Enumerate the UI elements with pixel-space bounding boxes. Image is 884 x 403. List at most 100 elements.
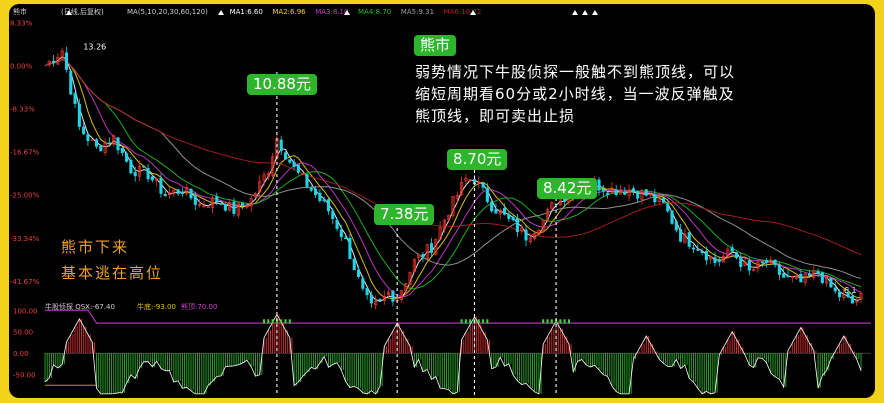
osc-peak-marker xyxy=(284,319,287,324)
candle-body xyxy=(103,142,107,154)
header-marker xyxy=(592,10,598,15)
candle-body xyxy=(305,173,309,187)
candle-body xyxy=(468,179,472,181)
candle-body xyxy=(129,160,133,174)
candle-body xyxy=(816,271,820,274)
candle-body xyxy=(786,275,790,278)
osc-title: 牛股侦探 QSX:-67.40 xyxy=(45,302,115,311)
candle-body xyxy=(399,290,404,300)
candle-body xyxy=(77,103,81,127)
candle-body xyxy=(64,52,69,70)
candle-body xyxy=(137,165,142,177)
header-marker xyxy=(470,10,476,15)
candle-body xyxy=(627,189,631,197)
candle-body xyxy=(649,193,653,196)
candle-body xyxy=(185,187,189,194)
candle-body xyxy=(202,205,206,208)
candle-body xyxy=(425,244,429,260)
candle-body xyxy=(704,251,708,261)
candlestick-chart: 熊市 (日线,后复权) MA(5,10,20,30,60,120) MA1:6.60 M… xyxy=(10,7,871,396)
candle-body xyxy=(219,203,223,205)
candle-body xyxy=(820,272,824,283)
candle-body xyxy=(709,256,713,260)
candle-body xyxy=(442,219,446,230)
header-marker xyxy=(572,10,578,15)
candle-body xyxy=(438,226,442,241)
candle-body xyxy=(236,202,240,216)
osc-peak-marker xyxy=(464,319,467,324)
candle-body xyxy=(726,248,730,258)
candle-body xyxy=(855,300,859,303)
candle-body xyxy=(86,134,90,141)
candle-body xyxy=(846,292,850,298)
candle-body xyxy=(417,254,421,259)
osc-peak-marker xyxy=(555,319,558,324)
candle-body xyxy=(146,168,150,180)
note-line-1: 弱势情况下牛股侦探一般触不到熊顶线，可以 xyxy=(415,63,736,81)
candle-body xyxy=(657,196,661,203)
candle-body xyxy=(773,259,777,266)
note-line-2: 缩短周期看60分或2小时线，当一波反弹触及 xyxy=(415,85,735,103)
candle-body xyxy=(387,291,391,296)
candle-body xyxy=(777,264,781,275)
candle-body xyxy=(172,189,176,194)
candle-body xyxy=(382,295,386,301)
candle-body xyxy=(378,299,382,301)
osc-peak-marker xyxy=(267,319,270,324)
candle-body xyxy=(283,152,288,160)
candle-body xyxy=(90,139,94,141)
ma-label: MA2:6.96 xyxy=(272,8,306,16)
osc-peak-marker xyxy=(486,319,489,324)
candle-body xyxy=(545,209,550,221)
candle-body xyxy=(335,219,339,229)
candle-body xyxy=(795,275,799,279)
candle-body xyxy=(520,227,524,231)
candle-body xyxy=(125,153,129,162)
osc-y-tick: 100.00 xyxy=(13,307,38,315)
candle-body xyxy=(739,256,743,267)
candle-body xyxy=(464,177,468,182)
candle-body xyxy=(266,173,270,178)
candle-body xyxy=(494,208,498,214)
candle-body xyxy=(636,190,640,199)
candle-body xyxy=(679,229,683,242)
header-marker xyxy=(344,10,350,15)
candle-body xyxy=(99,145,103,152)
note-line-3: 熊顶线，即可卖出止损 xyxy=(415,107,576,125)
candle-body xyxy=(258,180,262,193)
candle-body xyxy=(116,137,120,151)
candle-body xyxy=(279,139,283,152)
y-tick-label: -25.00% xyxy=(10,192,40,200)
candle-body xyxy=(391,290,395,302)
candle-body xyxy=(365,287,369,296)
candle-body xyxy=(331,210,335,220)
osc-peak-marker xyxy=(563,319,566,324)
ma-label: MA(5,10,20,30,60,120) xyxy=(127,8,208,16)
candle-body xyxy=(606,192,610,195)
candle-body xyxy=(318,192,322,201)
candle-body xyxy=(309,187,313,191)
candle-body xyxy=(339,229,343,238)
candle-body xyxy=(747,260,751,271)
candle-body xyxy=(288,159,292,163)
candle-body xyxy=(717,260,721,262)
candle-body xyxy=(640,189,644,200)
candle-body xyxy=(314,188,318,196)
candle-body xyxy=(477,181,481,184)
candle-body xyxy=(352,258,356,271)
candle-body xyxy=(601,188,605,192)
candle-body xyxy=(752,269,756,271)
osc-y-tick: -50.00 xyxy=(13,372,36,380)
candle-body xyxy=(326,199,331,212)
candle-body xyxy=(455,194,459,199)
candle-body xyxy=(404,283,408,292)
candle-body xyxy=(451,196,455,216)
candle-body xyxy=(322,199,326,202)
y-tick-label: 0.00% xyxy=(10,63,33,71)
candle-body xyxy=(850,295,854,304)
candle-body xyxy=(150,176,154,181)
candle-body xyxy=(812,270,816,278)
candle-body xyxy=(502,207,507,215)
candle-body xyxy=(760,261,764,263)
osc-peak-marker xyxy=(542,319,545,324)
